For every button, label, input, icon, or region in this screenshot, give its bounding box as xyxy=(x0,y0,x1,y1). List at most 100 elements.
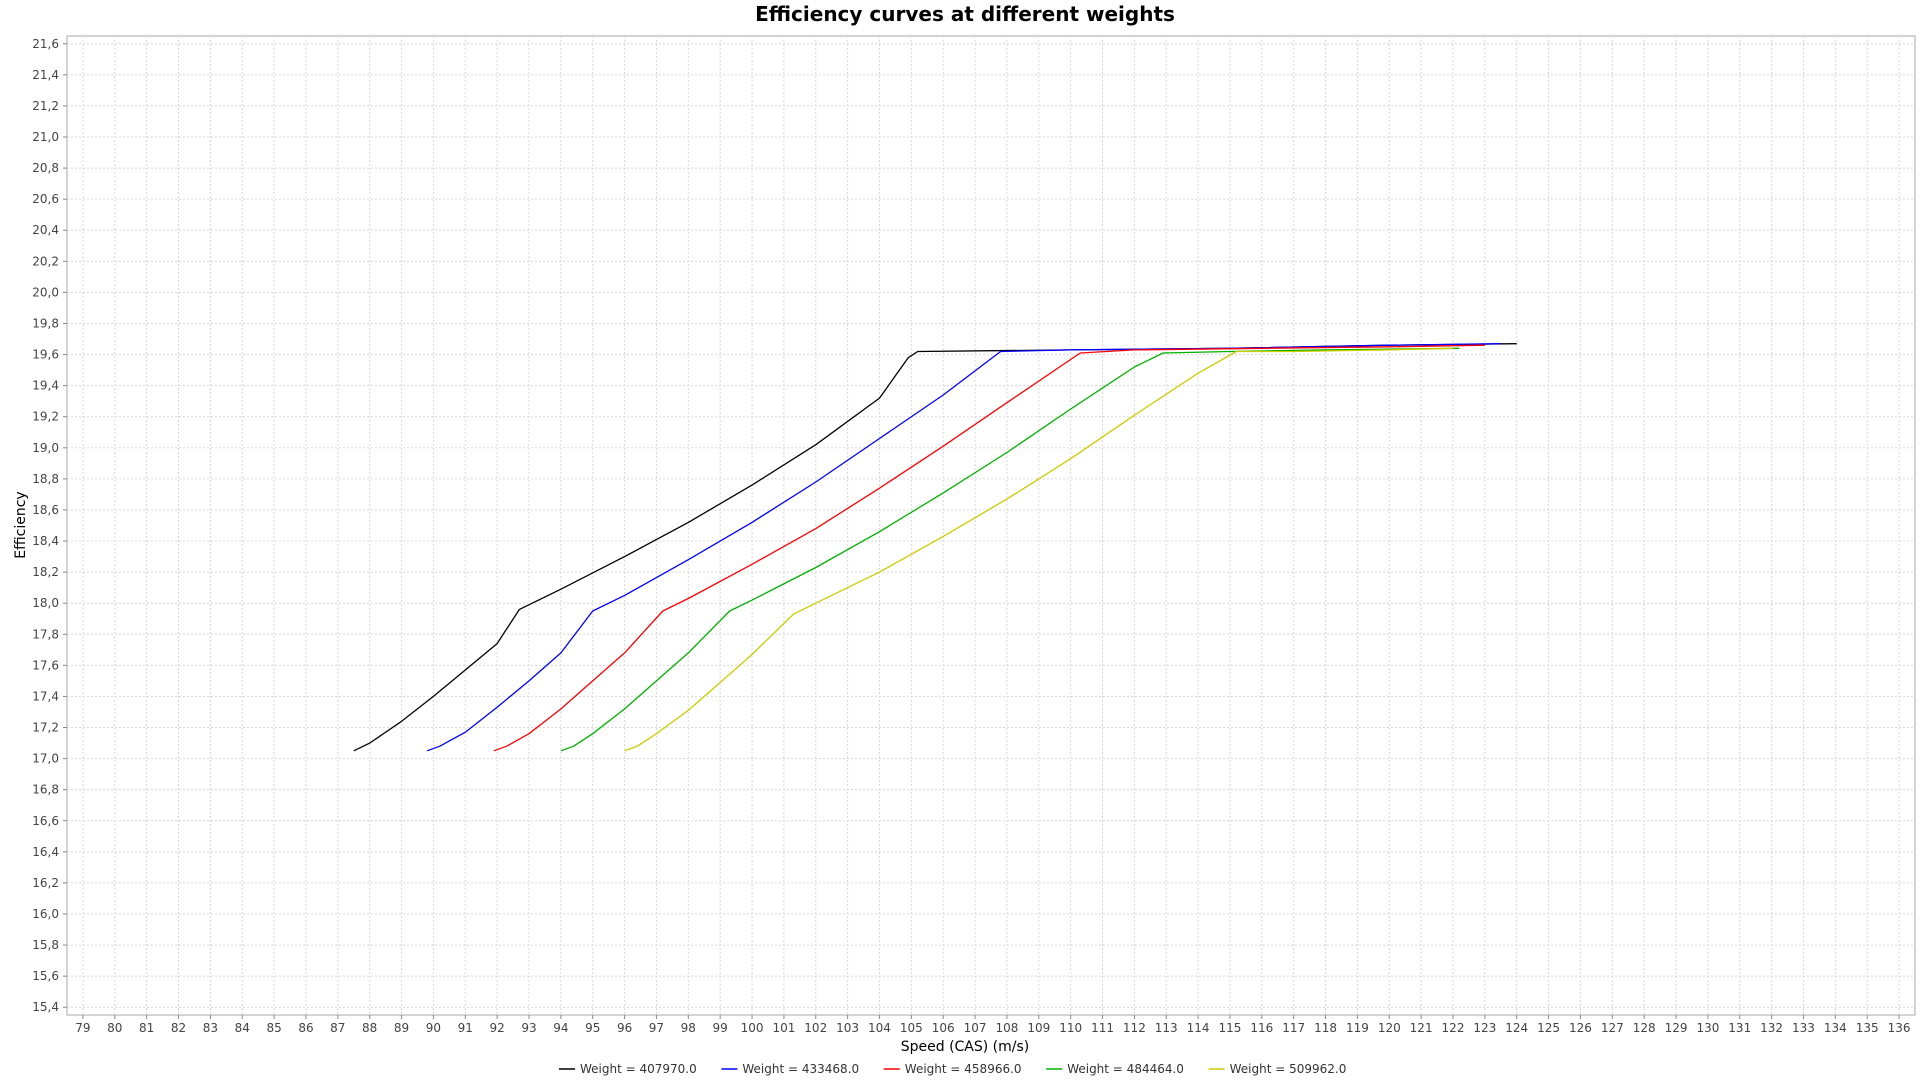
x-tick-label: 134 xyxy=(1824,1021,1847,1035)
legend-label: Weight = 509962.0 xyxy=(1230,1062,1347,1076)
y-tick-label: 15,8 xyxy=(32,938,59,952)
y-tick-label: 21,6 xyxy=(32,37,59,51)
y-tick-label: 19,8 xyxy=(32,316,59,330)
x-tick-label: 132 xyxy=(1760,1021,1783,1035)
y-tick-label: 17,0 xyxy=(32,752,59,766)
series-line-5 xyxy=(624,347,1454,752)
y-tick-label: 21,0 xyxy=(32,130,59,144)
x-axis-ticks: 79 80 81 82 83 84 85 86 87 88 89 90 91 92 93 94 95 96 97 98… xyxy=(75,1015,1911,1035)
x-tick-label: 109 xyxy=(1027,1021,1050,1035)
x-tick-label: 94 xyxy=(553,1021,568,1035)
series-lines xyxy=(353,343,1517,752)
y-axis-ticks: 15,4 15,6 15,8 16,0 16,2 16,4 16,6 16,8 17,0 17,2… xyxy=(32,37,67,1014)
x-tick-label: 108 xyxy=(995,1021,1018,1035)
y-tick-label: 18,2 xyxy=(32,565,59,579)
x-tick-label: 126 xyxy=(1569,1021,1592,1035)
legend-label: Weight = 484464.0 xyxy=(1067,1062,1184,1076)
y-tick-label: 16,6 xyxy=(32,814,59,828)
x-tick-label: 91 xyxy=(458,1021,473,1035)
x-tick-label: 130 xyxy=(1696,1021,1719,1035)
x-tick-label: 79 xyxy=(75,1021,90,1035)
x-tick-label: 125 xyxy=(1537,1021,1560,1035)
x-tick-label: 93 xyxy=(521,1021,536,1035)
y-tick-label: 15,6 xyxy=(32,969,59,983)
series-line-4 xyxy=(560,347,1460,752)
x-tick-label: 111 xyxy=(1091,1021,1114,1035)
x-tick-label: 97 xyxy=(649,1021,664,1035)
y-tick-label: 21,2 xyxy=(32,99,59,113)
x-axis-label: Speed (CAS) (m/s) xyxy=(901,1039,1030,1055)
x-tick-label: 133 xyxy=(1792,1021,1815,1035)
x-tick-label: 84 xyxy=(235,1021,250,1035)
y-tick-label: 17,2 xyxy=(32,721,59,735)
x-tick-label: 98 xyxy=(681,1021,696,1035)
y-axis-label: Efficiency xyxy=(13,491,29,558)
legend: Weight = 407970.0 Weight = 433468.0 Weight… xyxy=(559,1062,1346,1076)
x-tick-label: 82 xyxy=(171,1021,186,1035)
x-tick-label: 101 xyxy=(772,1021,795,1035)
x-tick-label: 115 xyxy=(1219,1021,1242,1035)
y-tick-label: 19,4 xyxy=(32,379,59,393)
x-tick-label: 112 xyxy=(1123,1021,1146,1035)
x-tick-label: 119 xyxy=(1346,1021,1369,1035)
y-tick-label: 18,6 xyxy=(32,503,59,517)
x-tick-label: 95 xyxy=(585,1021,600,1035)
x-tick-label: 92 xyxy=(489,1021,504,1035)
x-tick-label: 127 xyxy=(1601,1021,1624,1035)
y-tick-label: 17,6 xyxy=(32,658,59,672)
y-tick-label: 16,4 xyxy=(32,845,59,859)
x-tick-label: 87 xyxy=(330,1021,345,1035)
y-tick-label: 16,8 xyxy=(32,783,59,797)
y-tick-label: 19,2 xyxy=(32,410,59,424)
x-tick-label: 105 xyxy=(900,1021,923,1035)
x-tick-label: 131 xyxy=(1728,1021,1751,1035)
y-tick-label: 17,4 xyxy=(32,689,59,703)
y-tick-label: 20,8 xyxy=(32,161,59,175)
x-tick-label: 104 xyxy=(868,1021,891,1035)
x-tick-label: 124 xyxy=(1505,1021,1528,1035)
y-tick-label: 19,6 xyxy=(32,348,59,362)
y-tick-label: 20,4 xyxy=(32,223,59,237)
legend-label: Weight = 407970.0 xyxy=(580,1062,697,1076)
x-tick-label: 102 xyxy=(804,1021,827,1035)
y-tick-label: 16,2 xyxy=(32,876,59,890)
x-tick-label: 81 xyxy=(139,1021,154,1035)
x-tick-label: 128 xyxy=(1633,1021,1656,1035)
x-tick-label: 89 xyxy=(394,1021,409,1035)
x-tick-label: 121 xyxy=(1410,1021,1433,1035)
chart-title: Efficiency curves at different weights xyxy=(755,2,1175,26)
x-tick-label: 129 xyxy=(1665,1021,1688,1035)
y-tick-label: 19,0 xyxy=(32,441,59,455)
x-tick-label: 135 xyxy=(1856,1021,1879,1035)
x-tick-label: 100 xyxy=(741,1021,764,1035)
plot-area xyxy=(66,35,1916,1016)
x-tick-label: 83 xyxy=(203,1021,218,1035)
y-tick-label: 21,4 xyxy=(32,68,59,82)
x-tick-label: 106 xyxy=(932,1021,955,1035)
y-tick-label: 18,4 xyxy=(32,534,59,548)
y-tick-label: 16,0 xyxy=(32,907,59,921)
x-tick-label: 117 xyxy=(1282,1021,1305,1035)
y-tick-label: 17,8 xyxy=(32,627,59,641)
y-tick-label: 20,0 xyxy=(32,285,59,299)
y-tick-label: 18,8 xyxy=(32,472,59,486)
x-tick-label: 120 xyxy=(1378,1021,1401,1035)
y-tick-label: 20,2 xyxy=(32,254,59,268)
x-tick-label: 80 xyxy=(107,1021,122,1035)
y-tick-label: 20,6 xyxy=(32,192,59,206)
x-tick-label: 103 xyxy=(836,1021,859,1035)
x-tick-label: 122 xyxy=(1442,1021,1465,1035)
legend-label: Weight = 433468.0 xyxy=(742,1062,859,1076)
grid xyxy=(67,36,1915,1015)
x-tick-label: 118 xyxy=(1314,1021,1337,1035)
x-tick-label: 86 xyxy=(298,1021,313,1035)
legend-label: Weight = 458966.0 xyxy=(905,1062,1022,1076)
x-tick-label: 107 xyxy=(964,1021,987,1035)
series-line-2 xyxy=(426,343,1501,752)
x-tick-label: 99 xyxy=(713,1021,728,1035)
x-tick-label: 114 xyxy=(1187,1021,1210,1035)
series-line-3 xyxy=(493,344,1485,752)
x-tick-label: 85 xyxy=(266,1021,281,1035)
x-tick-label: 96 xyxy=(617,1021,632,1035)
